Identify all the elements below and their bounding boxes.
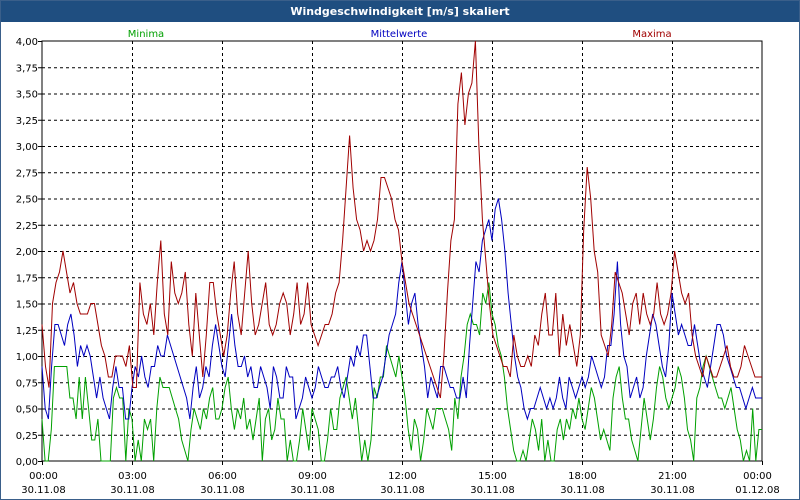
y-tick-label: 1,00 [16,352,38,363]
y-tick-label: 3,00 [16,142,38,153]
x-tick-date-label: 30.11.08 [110,485,155,496]
y-tick-label: 1,25 [16,326,38,337]
legend-maxima: Maxima [632,29,671,40]
y-tick-label: 3,75 [16,63,38,74]
x-tick-time-label: 00:00 [29,471,58,482]
x-tick-date-label: 30.11.08 [560,485,605,496]
series-line-maxima [41,40,762,399]
x-tick-date-label: 30.11.08 [380,485,425,496]
y-tick-label: 4,00 [16,37,38,48]
window-title: Windgeschwindigkeit [m/s] skaliert [1,1,799,22]
y-tick-label: 2,50 [16,195,38,206]
x-tick-date-label: 01.12.08 [735,485,780,496]
x-tick-time-label: 09:00 [298,471,327,482]
x-tick-date-label: 30.11.08 [650,485,695,496]
y-tick-label: 1,50 [16,300,38,311]
y-tick-label: 0,75 [16,378,38,389]
x-tick-date-label: 30.11.08 [200,485,245,496]
x-tick-time-label: 00:00 [743,471,772,482]
y-tick-label: 2,75 [16,168,38,179]
x-tick-date-label: 30.11.08 [290,485,335,496]
x-tick-time-label: 03:00 [118,471,147,482]
x-tick-date-label: 30.11.08 [21,485,66,496]
y-tick-label: 0,25 [16,431,38,442]
x-tick-time-label: 06:00 [208,471,237,482]
y-tick-label: 2,25 [16,221,38,232]
x-tick-time-label: 18:00 [568,471,597,482]
y-tick-label: 2,00 [16,247,38,258]
x-tick-time-label: 21:00 [658,471,687,482]
x-tick-time-label: 15:00 [478,471,507,482]
y-tick-label: 1,75 [16,273,38,284]
legend-mittelwerte: Mittelwerte [371,29,428,40]
series-line-minima [41,282,762,462]
y-tick-label: 0,00 [16,457,38,468]
x-tick-time-label: 12:00 [388,471,417,482]
y-tick-label: 0,50 [16,405,38,416]
x-tick-date-label: 30.11.08 [470,485,515,496]
y-tick-label: 3,50 [16,90,38,101]
legend-minima: Minima [128,29,164,40]
y-tick-label: 3,25 [16,116,38,127]
